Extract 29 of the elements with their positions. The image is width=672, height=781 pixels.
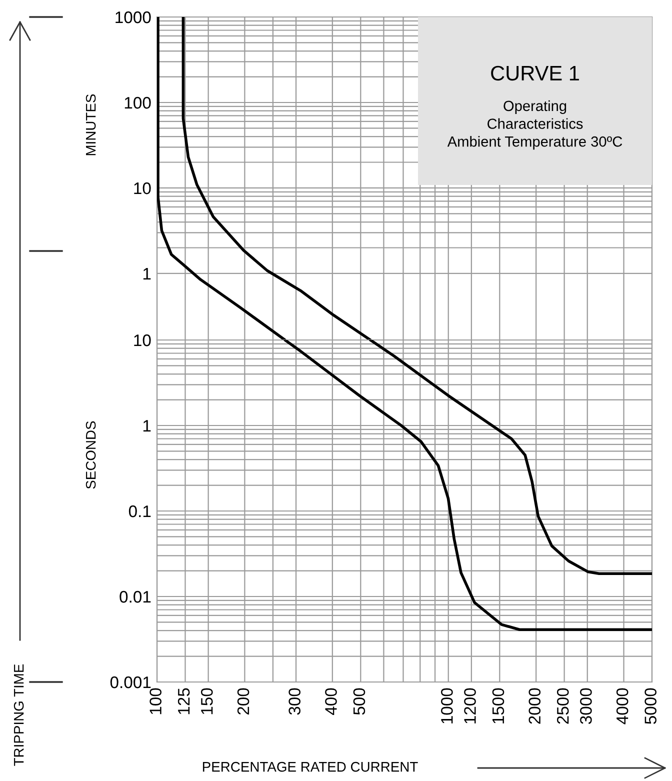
x-tick-label: 1500 xyxy=(492,688,504,724)
text: TRIPPING TIME xyxy=(14,664,24,766)
x-tick-label: 125 xyxy=(178,688,190,714)
x-tick-label: 1200 xyxy=(464,688,476,724)
x-tick-label: 2500 xyxy=(556,688,569,724)
x-tick-label: 2000 xyxy=(528,688,541,724)
x-tick-label: 4000 xyxy=(616,688,628,724)
y-tick-label: 1 xyxy=(143,420,151,432)
x-tick-label: 1000 xyxy=(441,688,453,724)
text: MINUTES xyxy=(86,94,96,156)
y-tick-label: 10 xyxy=(134,334,151,346)
text: SECONDS xyxy=(86,421,96,489)
x-tick-label: 300 xyxy=(288,688,300,715)
x-tick-label: 400 xyxy=(325,688,337,715)
y-tick-label: 0.001 xyxy=(110,676,151,688)
text: CURVE 1 xyxy=(491,66,579,81)
y-tick-label: 100 xyxy=(124,96,151,109)
x-tick-label: 200 xyxy=(237,688,250,715)
y-tick-label: 0.1 xyxy=(128,505,151,518)
y-tick-label: 0.01 xyxy=(120,590,151,603)
x-axis-title: PERCENTAGE RATED CURRENT xyxy=(202,762,418,772)
x-tick-label: 500 xyxy=(353,688,366,715)
x-tick-label: 3000 xyxy=(580,688,592,724)
y-tick-label: 1000 xyxy=(116,11,151,24)
x-tick-label: 5000 xyxy=(644,688,656,724)
y-tick-label: 1 xyxy=(143,268,151,280)
text: Operating Characteristics Ambient Temperature 30ºC xyxy=(447,100,622,150)
x-tick-label: 150 xyxy=(200,688,213,714)
y-tick-label: 10 xyxy=(134,182,151,194)
